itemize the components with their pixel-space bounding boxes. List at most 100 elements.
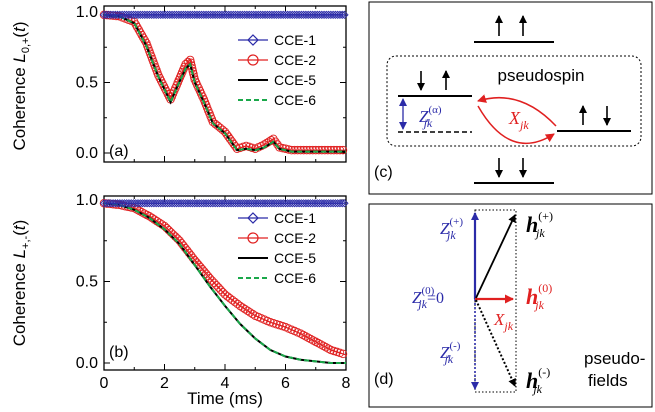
- x-tick-label: 8: [342, 375, 351, 392]
- y-tick-label: 0.0: [76, 145, 98, 162]
- series-cce2-marker: [212, 280, 221, 290]
- panel-a: 0.00.51.0 Coherence L0,+(t) (a) CCE-1CCE…: [10, 4, 349, 163]
- panel-b-legend: CCE-1 CCE-2 CCE-5 CCE-6: [238, 210, 316, 286]
- series-cce2-marker: [338, 349, 348, 359]
- series-cce2-marker: [248, 309, 257, 319]
- series-cce2-marker: [326, 145, 336, 155]
- pseudofields-label-line2: fields: [588, 371, 628, 390]
- series-cce2-marker: [296, 145, 305, 155]
- series-cce2-marker: [209, 278, 219, 288]
- series-cce2-marker: [218, 287, 228, 297]
- series-cce2-marker: [332, 145, 342, 155]
- x-tick-label: 6: [281, 375, 290, 392]
- series-cce2-marker: [290, 145, 299, 155]
- series-cce2-marker: [275, 143, 284, 152]
- series-cce2-marker: [314, 145, 324, 155]
- x-coupling-label: Xjk: [508, 108, 529, 132]
- panel-b: 0.0 0.5 1.0 Coherence L+,-(t) (b) CCE-1 CCE…: [10, 192, 351, 408]
- legend-label: CCE-5: [274, 250, 316, 266]
- y-tick-label: 0.5: [76, 75, 98, 92]
- y-tick-label: 1.0: [76, 4, 98, 21]
- panel-c: Z(α) jk pseudospin Xjk (c): [368, 1, 653, 195]
- panel-a-label: (a): [109, 143, 129, 160]
- series-cce2-marker: [302, 145, 311, 155]
- legend-label: CCE-1: [274, 210, 316, 226]
- series-cce2-marker: [305, 145, 314, 155]
- panel-b-xtick-labels: 0 2 4 6 8: [100, 375, 351, 392]
- series-cce6-line: [103, 13, 346, 153]
- panel-d-label: (d): [374, 371, 394, 388]
- series-cce6-line: [103, 202, 346, 364]
- x-field-label: Xjk: [493, 310, 514, 333]
- series-cce2-marker: [311, 145, 321, 155]
- series-cce2-marker: [207, 276, 217, 285]
- x-axis-label: Time (ms): [187, 389, 263, 408]
- series-cce2-marker: [329, 145, 339, 155]
- series-cce2-marker: [296, 329, 305, 338]
- series-cce2-marker: [306, 334, 315, 344]
- series-cce2-marker: [216, 285, 225, 295]
- legend-label: CCE-2: [274, 52, 316, 68]
- legend-label: CCE-6: [274, 92, 316, 108]
- h-plus-arrow: [475, 214, 516, 299]
- panel-c-label: (c): [374, 164, 393, 181]
- series-cce2-marker: [293, 145, 302, 155]
- legend-marker: [247, 54, 259, 66]
- panel-a-legend: CCE-1 CCE-2 CCE-5 CCE-6: [238, 32, 316, 108]
- series-cce1-marker: [338, 10, 347, 19]
- panel-b-ylabel: Coherence L+,-(t): [10, 220, 32, 347]
- series-cce2-marker: [314, 338, 323, 348]
- series-cce2-marker: [131, 20, 141, 29]
- legend-marker: [247, 212, 259, 224]
- y-tick-label: 1.0: [76, 192, 98, 209]
- panel-c-frame: [368, 1, 653, 195]
- series-cce2-marker: [324, 344, 333, 353]
- z-zero-label: Z(0) jk=0: [412, 285, 444, 311]
- panel-a-ylabel: Coherence L0,+(t): [10, 21, 32, 150]
- z-plus-label: Z(+) jk: [440, 216, 463, 242]
- series-cce2-marker: [321, 342, 331, 352]
- series-cce1-marker: [340, 199, 349, 208]
- series-cce2-marker: [308, 336, 318, 345]
- panel-d: Z(+) jk Z(0) jk=0 Z(-) jk Xjk h(+) jk h(0) jk…: [368, 203, 653, 408]
- series-cce2-marker: [316, 340, 326, 349]
- panel-b-plot: [99, 199, 349, 364]
- series-cce2-marker: [308, 145, 317, 155]
- series-cce2-marker: [299, 145, 308, 155]
- series-cce2-marker: [303, 333, 313, 342]
- z-minus-label: Z(-) jk: [440, 340, 461, 366]
- legend-marker: [247, 34, 259, 46]
- series-cce2-marker: [335, 145, 345, 155]
- legend-marker: [247, 232, 259, 244]
- flip-flop-arrow: [477, 105, 555, 145]
- series-cce2-line: [103, 202, 347, 356]
- pseudofield-dotted-box: [474, 209, 517, 393]
- series-cce1-marker: [338, 199, 347, 208]
- panel-a-plot: [99, 10, 349, 155]
- series-cce2-marker: [298, 330, 308, 340]
- series-cce2-marker: [319, 341, 328, 351]
- series-cce1-marker: [340, 10, 349, 19]
- pseudofields-label-line1: pseudo-: [584, 349, 645, 368]
- series-cce2-marker: [338, 145, 348, 155]
- legend-label: CCE-6: [274, 270, 316, 286]
- panel-a-ticks: 0.0 0.5 1.0: [76, 4, 347, 162]
- y-tick-label: 0.0: [76, 355, 98, 372]
- y-tick-label: 0.5: [76, 274, 98, 291]
- pseudospin-label: pseudospin: [498, 66, 585, 85]
- h-plus-label: h(+) jk: [526, 209, 553, 240]
- h-minus-label: h(-) jk: [526, 365, 550, 396]
- legend-label: CCE-5: [274, 72, 316, 88]
- panel-b-label: (b): [109, 344, 129, 361]
- series-cce2-marker: [301, 332, 310, 341]
- series-cce2-marker: [317, 145, 327, 155]
- x-tick-label: 4: [221, 375, 230, 392]
- series-cce2-marker: [205, 273, 215, 283]
- pseudospin-box: [386, 55, 642, 147]
- flip-flop-arrow: [477, 94, 557, 127]
- x-tick-label: 2: [160, 375, 169, 392]
- series-cce2-marker: [214, 283, 223, 292]
- series-cce2-marker: [323, 145, 333, 155]
- legend-label: CCE-1: [274, 32, 316, 48]
